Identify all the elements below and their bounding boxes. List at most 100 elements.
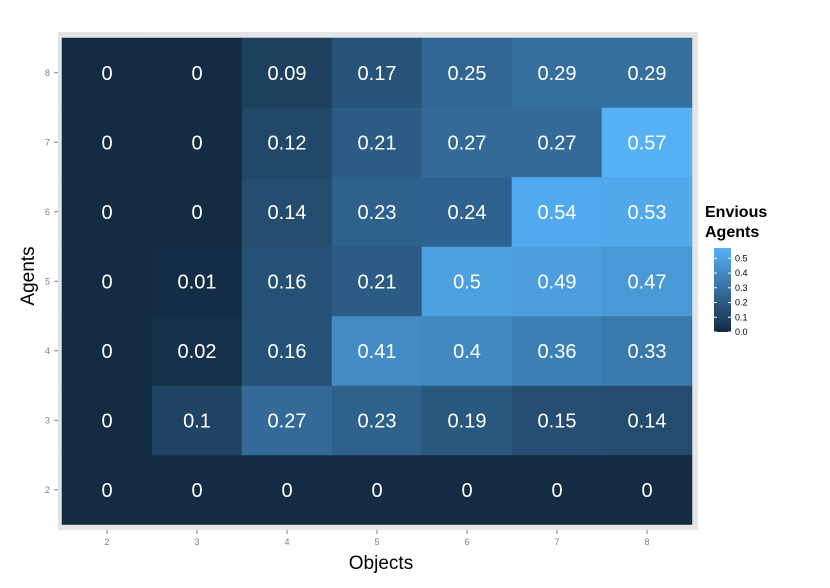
cell-value-label: 0.29: [628, 63, 667, 85]
heatmap-cell: [511, 107, 603, 178]
heatmap-cell: [61, 246, 153, 317]
heatmap-cell: [241, 37, 333, 108]
heatmap-cell: [331, 107, 423, 178]
cell-value-label: 0: [101, 202, 112, 224]
heatmap-cell: [511, 454, 603, 525]
heatmap-cell: [241, 385, 333, 456]
y-tick-label: 7: [45, 137, 50, 147]
cell-value-label: 0: [191, 202, 202, 224]
x-tick-label: 3: [194, 537, 199, 547]
heatmap-cell: [331, 37, 423, 108]
heatmap-cell: [151, 385, 243, 456]
cell-value-label: 0.09: [268, 63, 307, 85]
y-tick-label: 5: [45, 276, 50, 286]
heatmap-cell: [151, 315, 243, 386]
cell-value-label: 0.27: [448, 132, 487, 154]
y-tick-label: 8: [45, 68, 50, 78]
cell-value-label: 0: [371, 480, 382, 502]
cell-value-label: 0.16: [268, 341, 307, 363]
cell-value-label: 0.23: [358, 410, 397, 432]
heatmap-cell: [61, 315, 153, 386]
cell-value-label: 0.23: [358, 202, 397, 224]
heatmap-cell: [421, 315, 513, 386]
heatmap-cell: [601, 37, 693, 108]
cell-value-label: 0: [281, 480, 292, 502]
y-tick-label: 6: [45, 207, 50, 217]
legend-ticks: 0.0 0.1 0.2 0.3 0.4 0.5: [714, 253, 748, 337]
heatmap-cell: [601, 454, 693, 525]
cell-value-label: 0.21: [358, 271, 397, 293]
cell-value-label: 0.53: [628, 202, 667, 224]
heatmap-cell: [511, 176, 603, 247]
heatmap-cell: [421, 246, 513, 317]
cell-value-label: 0.29: [538, 63, 577, 85]
heatmap-cell: [421, 37, 513, 108]
legend-title-line-2: Agents: [705, 224, 759, 241]
heatmap-cell: [241, 246, 333, 317]
legend-tick-label: 0.4: [735, 268, 748, 278]
cell-value-label: 0: [101, 341, 112, 363]
legend-title-line-1: Envious: [705, 204, 767, 221]
cell-value-label: 0.14: [628, 410, 667, 432]
x-tick-label: 4: [284, 537, 289, 547]
cell-value-label: 0: [191, 480, 202, 502]
cell-value-label: 0: [101, 410, 112, 432]
cell-value-label: 0.1: [183, 410, 211, 432]
heatmap-cell: [241, 315, 333, 386]
cell-value-label: 0.33: [628, 341, 667, 363]
cell-value-label: 0.24: [448, 202, 487, 224]
heatmap-cell: [151, 107, 243, 178]
cell-value-label: 0.36: [538, 341, 577, 363]
heatmap-cell: [601, 246, 693, 317]
heatmap-cell: [331, 315, 423, 386]
y-tick-label: 2: [45, 485, 50, 495]
legend-tick-label: 0.0: [735, 327, 748, 337]
cell-value-label: 0.27: [268, 410, 307, 432]
heatmap-cell: [241, 176, 333, 247]
y-tick-label: 4: [45, 346, 50, 356]
cell-value-label: 0.21: [358, 132, 397, 154]
cell-value-label: 0.19: [448, 410, 487, 432]
cell-value-label: 0: [191, 132, 202, 154]
cell-value-label: 0: [101, 271, 112, 293]
legend: Envious Agents 0.0 0.1 0.2 0.3 0.4 0.5: [705, 204, 767, 337]
heatmap-cell: [331, 454, 423, 525]
cell-value-label: 0.25: [448, 63, 487, 85]
x-tick-label: 8: [644, 537, 649, 547]
cell-value-label: 0.17: [358, 63, 397, 85]
heatmap-cells: [61, 37, 693, 525]
heatmap-cell: [511, 315, 603, 386]
heatmap-cell: [421, 385, 513, 456]
heatmap-cell: [61, 385, 153, 456]
cell-value-label: 0.01: [178, 271, 217, 293]
cell-value-label: 0.49: [538, 271, 577, 293]
cell-value-label: 0: [101, 132, 112, 154]
x-axis-title: Objects: [349, 553, 413, 574]
y-axis-title: Agents: [18, 246, 39, 305]
cell-value-label: 0: [101, 480, 112, 502]
heatmap-cell: [601, 385, 693, 456]
heatmap-cell: [511, 385, 603, 456]
x-tick-label: 7: [554, 537, 559, 547]
cell-value-label: 0: [461, 480, 472, 502]
cell-value-label: 0: [191, 63, 202, 85]
cell-value-label: 0: [551, 480, 562, 502]
legend-tick-label: 0.3: [735, 283, 748, 293]
heatmap-cell: [601, 315, 693, 386]
heatmap-cell: [331, 385, 423, 456]
y-axis-ticks: 2 3 4 5 6 7 8: [45, 68, 58, 495]
cell-value-label: 0.27: [538, 132, 577, 154]
legend-tick-label: 0.2: [735, 298, 748, 308]
cell-value-label: 0.4: [453, 341, 481, 363]
cell-value-label: 0.57: [628, 132, 667, 154]
cell-value-label: 0.15: [538, 410, 577, 432]
heatmap-cell: [61, 454, 153, 525]
heatmap-cell: [241, 454, 333, 525]
cell-value-label: 0.54: [538, 202, 577, 224]
legend-colorbar: [714, 248, 731, 332]
cell-value-label: 0.5: [453, 271, 481, 293]
legend-tick-label: 0.5: [735, 253, 748, 263]
heatmap-cell: [151, 37, 243, 108]
cell-value-label: 0: [101, 63, 112, 85]
